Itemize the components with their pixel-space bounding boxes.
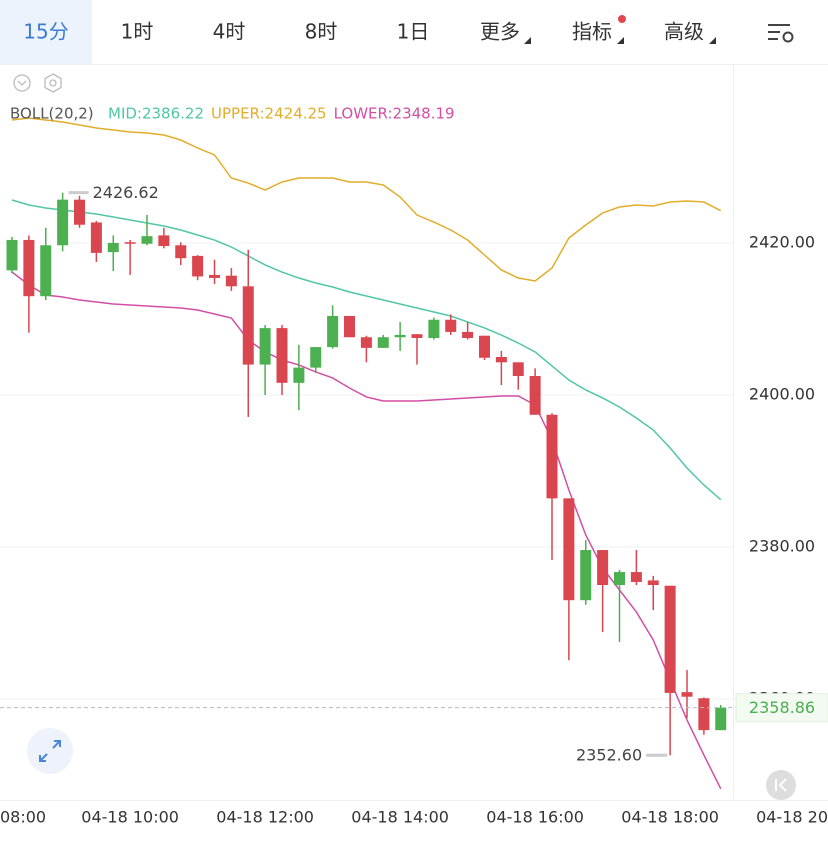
x-tick-label: 08:00 [0, 808, 46, 827]
y-tick-label: 2380.00 [749, 536, 815, 555]
candle-body [715, 707, 727, 731]
candle-body [6, 239, 18, 271]
plot-area [6, 117, 727, 790]
candle-body [681, 692, 693, 697]
last-price-box [735, 693, 828, 723]
candle-body [597, 550, 609, 585]
candle-body [377, 337, 389, 348]
candle-body [428, 319, 440, 338]
candle-body [23, 239, 35, 297]
x-tick-label: 04-18 12:00 [216, 808, 314, 827]
y-tick-label: 2400.00 [749, 384, 815, 403]
x-tick-label: 04-18 16:00 [486, 808, 584, 827]
x-tick-label: 04-18 14:00 [351, 808, 449, 827]
candle-body [242, 286, 254, 365]
x-tick-label: 04-18 20 [756, 808, 828, 827]
candle-body [293, 367, 305, 383]
boll-line [11, 199, 722, 501]
candle-body [158, 235, 170, 247]
dropdown-arrow [709, 37, 716, 44]
selected-tab-bg [0, 0, 92, 64]
candle-body [107, 242, 119, 253]
candle-body [580, 550, 592, 601]
candle-body [124, 242, 136, 244]
tab[interactable]: 4时 [213, 20, 246, 44]
y-tick-label: 2420.00 [749, 232, 815, 251]
dropdown-arrow [617, 37, 624, 44]
candle-body [462, 331, 474, 338]
max-label: 2426.62 [93, 183, 159, 202]
candle-body [698, 698, 710, 731]
candle-body [394, 334, 406, 338]
candle-body [192, 255, 204, 277]
candle-body [479, 335, 490, 358]
candle-body [327, 315, 339, 348]
candle-body [546, 414, 558, 499]
tab[interactable]: 高级 [664, 20, 704, 44]
candle-body [90, 222, 102, 253]
candle-body [495, 356, 507, 363]
notice-dot [618, 15, 626, 23]
min-label: 2352.60 [576, 746, 642, 765]
legend-entry: LOWER:2348.19 [334, 105, 455, 123]
tab[interactable]: 1时 [121, 20, 154, 44]
jump-latest-button[interactable] [766, 770, 796, 800]
tab[interactable]: 指标 [572, 20, 612, 44]
candle-body [529, 375, 541, 415]
candle-body [276, 328, 288, 383]
indicator-settings-icon[interactable] [44, 73, 62, 93]
candle-body [360, 337, 372, 348]
overlay: 2426.62 2352.60 2358.86 [0, 183, 828, 765]
dropdown-arrow [524, 37, 531, 44]
candle-body [310, 347, 322, 368]
candle-body [614, 572, 625, 585]
candle-body [57, 199, 69, 246]
candle-body [141, 236, 153, 244]
candle-body [647, 580, 659, 585]
expand-button[interactable] [27, 728, 73, 774]
candle-body [411, 334, 423, 338]
candle-body [512, 362, 524, 376]
tab[interactable]: 8时 [305, 20, 338, 44]
last-price-label: 2358.86 [749, 698, 815, 717]
collapse-icon[interactable] [13, 74, 31, 92]
legend-entry: MID:2386.22 [108, 105, 204, 123]
candle-body [225, 275, 237, 287]
settings-icon[interactable] [768, 24, 794, 43]
tab[interactable]: 更多 [480, 20, 520, 44]
candle-body [40, 245, 52, 297]
candle-body [175, 245, 187, 259]
x-tick-label: 04-18 18:00 [621, 808, 719, 827]
tab[interactable]: 1日 [397, 20, 430, 44]
candle-body [630, 572, 642, 582]
candle-body [563, 498, 575, 601]
candle-body [445, 319, 457, 332]
candle-body [74, 199, 85, 225]
candle-body [664, 585, 676, 693]
indicator-name: BOLL(20,2) [10, 105, 94, 123]
candle-body [209, 274, 220, 278]
boll-line [11, 117, 722, 282]
tab[interactable]: 15分 [23, 20, 68, 44]
candle-body [344, 315, 355, 338]
x-tick-label: 04-18 10:00 [81, 808, 179, 827]
legend-entry: UPPER:2424.25 [211, 105, 327, 123]
candle-body [259, 328, 271, 365]
